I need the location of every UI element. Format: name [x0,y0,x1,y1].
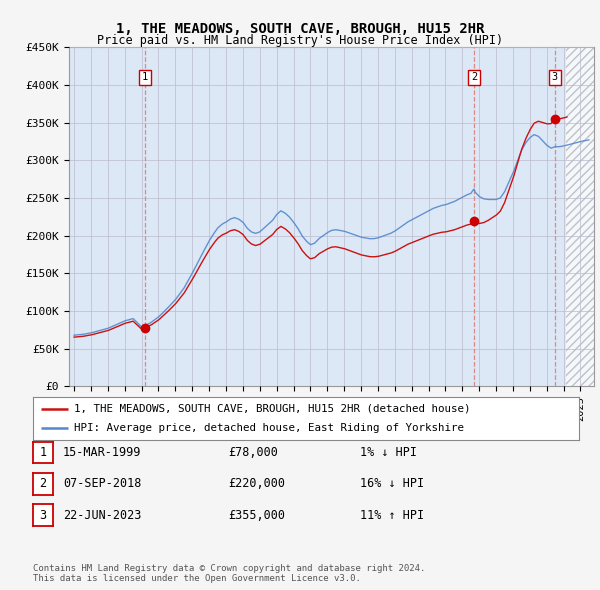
Text: Price paid vs. HM Land Registry's House Price Index (HPI): Price paid vs. HM Land Registry's House … [97,34,503,47]
Text: Contains HM Land Registry data © Crown copyright and database right 2024.
This d: Contains HM Land Registry data © Crown c… [33,563,425,583]
Bar [566,47,600,386]
Text: 07-SEP-2018: 07-SEP-2018 [63,477,142,490]
Text: 2: 2 [40,477,46,490]
Text: 1: 1 [142,73,148,83]
Text: HPI: Average price, detached house, East Riding of Yorkshire: HPI: Average price, detached house, East… [74,423,464,433]
Text: 1, THE MEADOWS, SOUTH CAVE, BROUGH, HU15 2HR (detached house): 1, THE MEADOWS, SOUTH CAVE, BROUGH, HU15… [74,404,470,414]
Text: 2: 2 [471,73,477,83]
Text: 1% ↓ HPI: 1% ↓ HPI [360,446,417,459]
Text: 22-JUN-2023: 22-JUN-2023 [63,509,142,522]
Text: 1, THE MEADOWS, SOUTH CAVE, BROUGH, HU15 2HR: 1, THE MEADOWS, SOUTH CAVE, BROUGH, HU15… [116,22,484,37]
Text: £220,000: £220,000 [228,477,285,490]
Text: 1: 1 [40,446,46,459]
Text: 15-MAR-1999: 15-MAR-1999 [63,446,142,459]
Text: 3: 3 [40,509,46,522]
Text: 16% ↓ HPI: 16% ↓ HPI [360,477,424,490]
Text: 11% ↑ HPI: 11% ↑ HPI [360,509,424,522]
Text: 3: 3 [552,73,558,83]
Bar [566,47,600,386]
Text: £78,000: £78,000 [228,446,278,459]
Text: £355,000: £355,000 [228,509,285,522]
